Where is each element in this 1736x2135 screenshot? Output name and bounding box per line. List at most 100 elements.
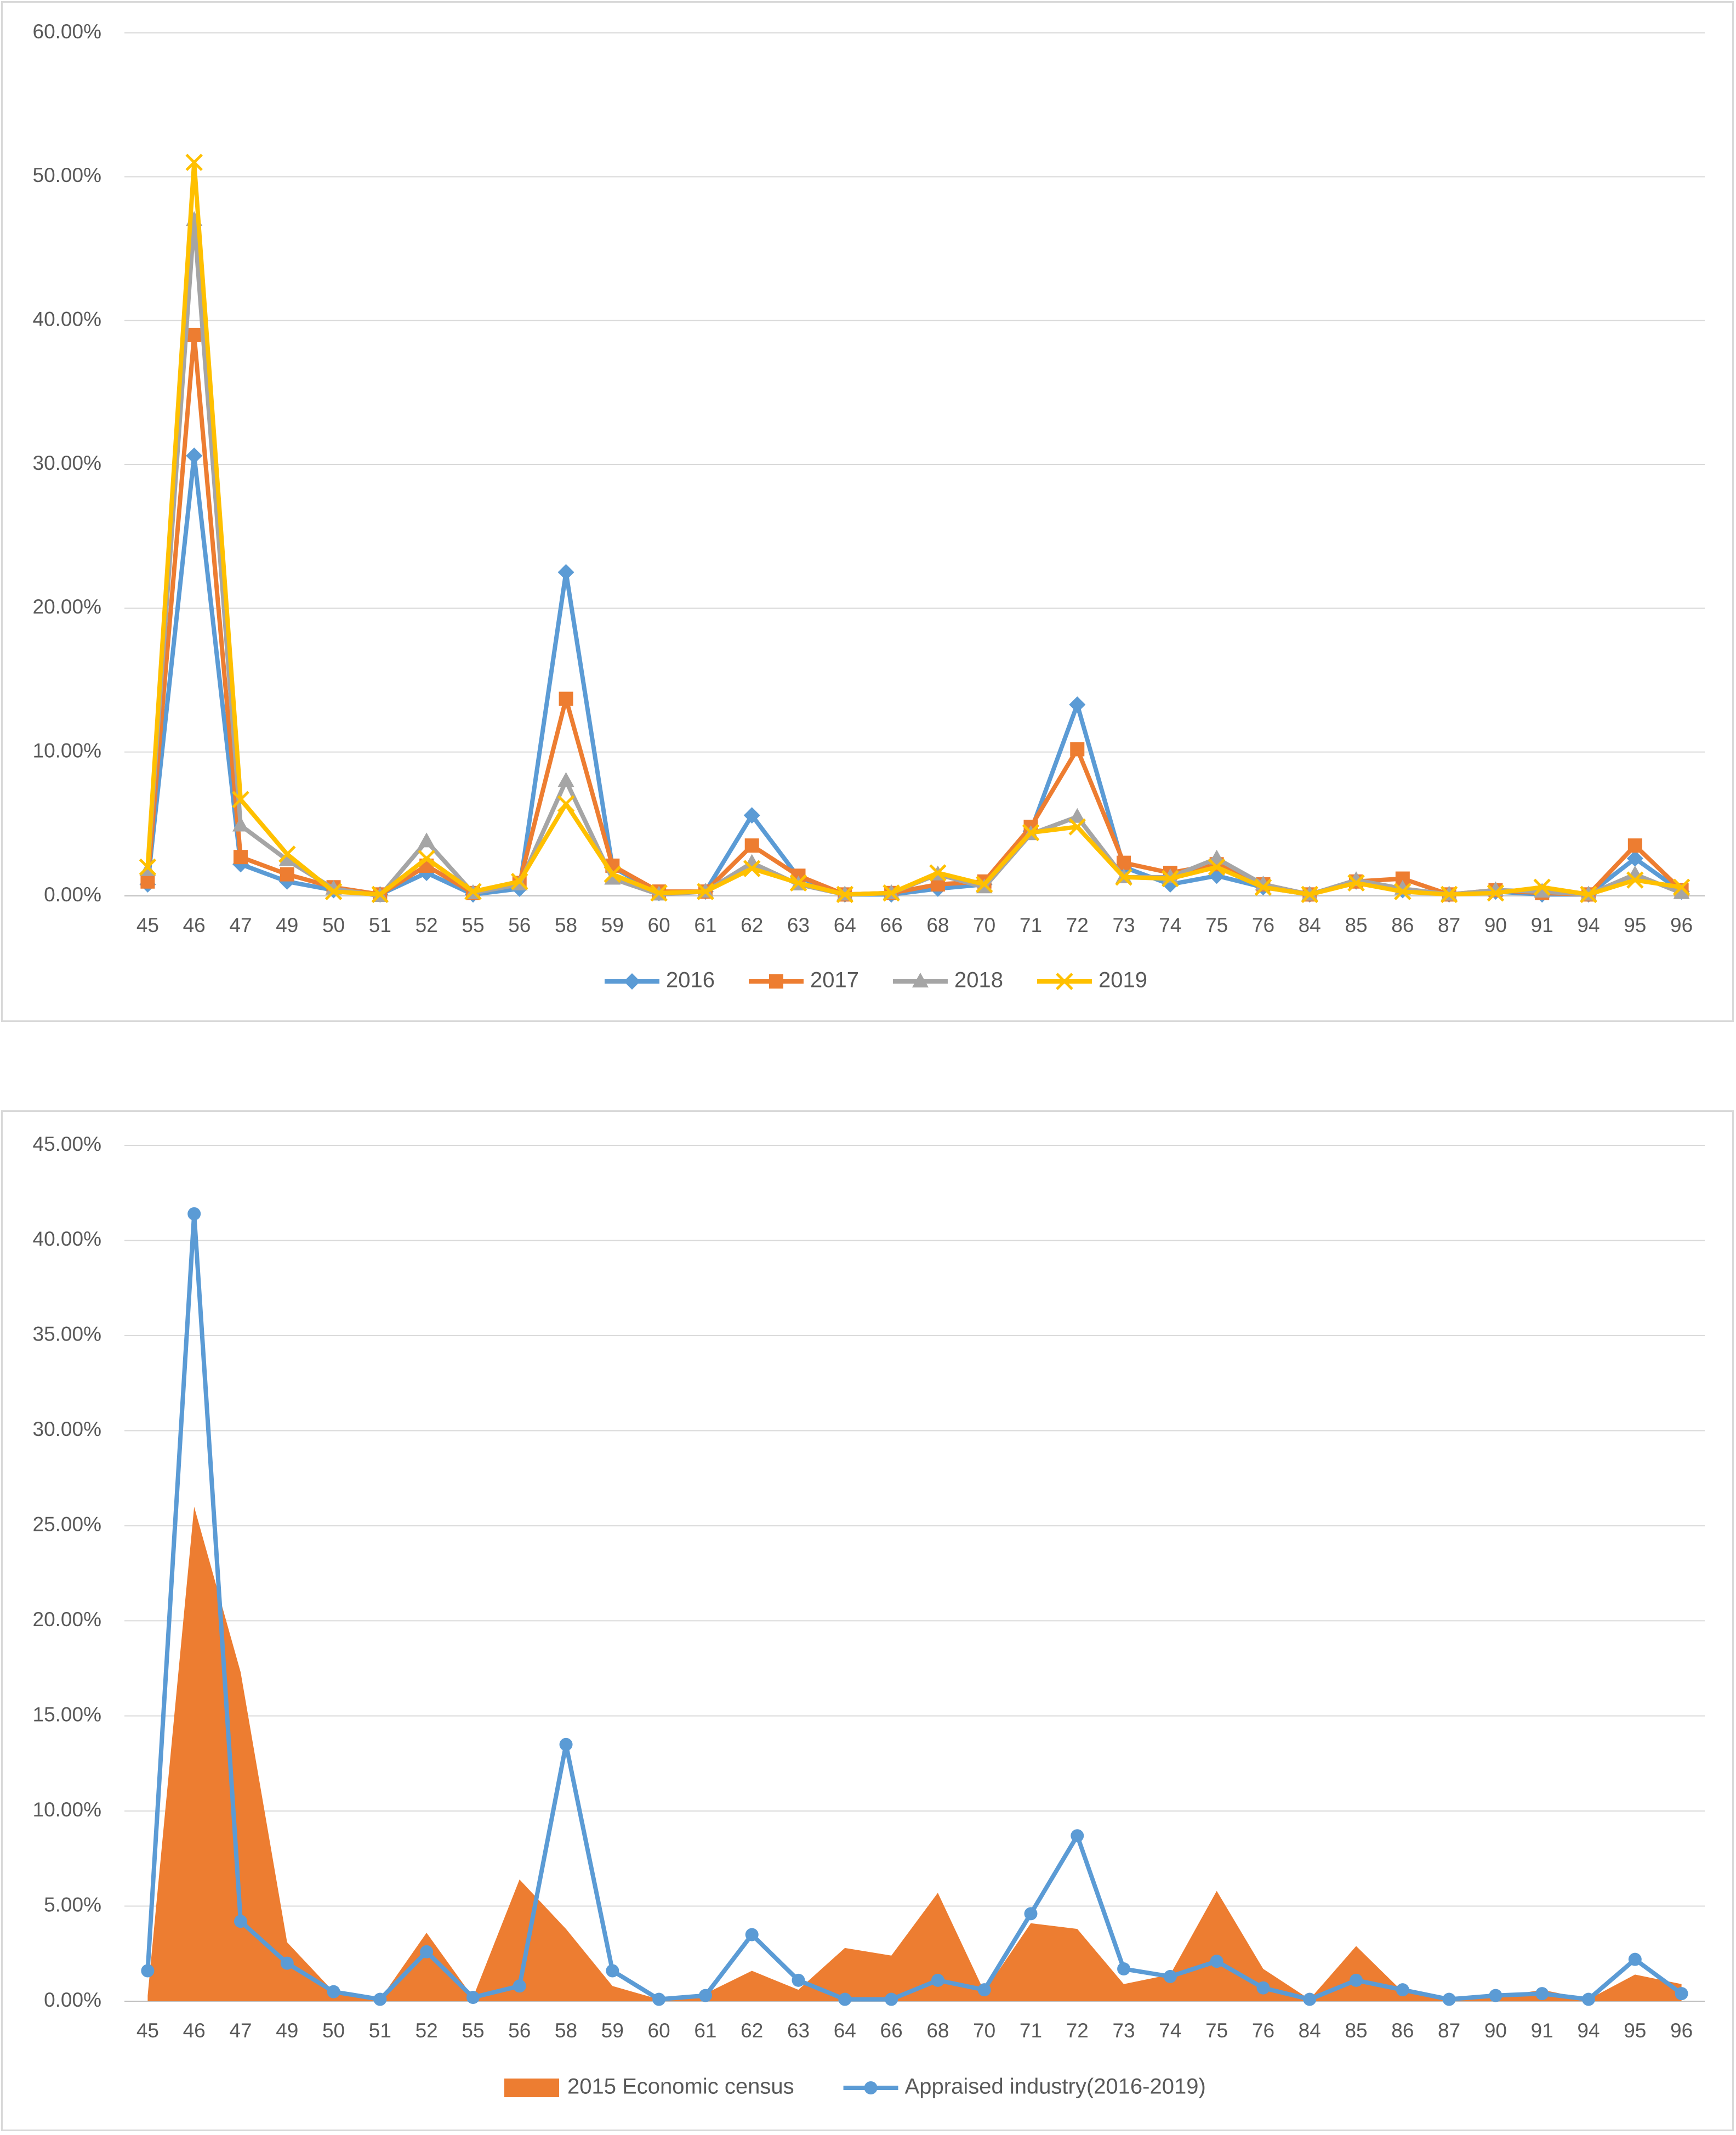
data-point <box>1303 1992 1317 2006</box>
x-tick-label: 91 <box>1531 2019 1553 2042</box>
y-tick-label: 0.00% <box>44 883 101 906</box>
x-tick-label: 85 <box>1345 914 1367 936</box>
data-point <box>373 1992 387 2006</box>
data-point <box>1675 1987 1688 2001</box>
x-tick-label: 71 <box>1020 2019 1042 2042</box>
data-point <box>792 1973 805 1987</box>
x-tick-label: 70 <box>973 2019 995 2042</box>
data-point <box>185 154 203 171</box>
x-tick-label: 84 <box>1299 2019 1321 2042</box>
legend-marker <box>624 973 640 990</box>
data-point <box>278 851 295 866</box>
y-tick-label: 20.00% <box>33 1608 102 1631</box>
gridlines <box>124 1145 1705 2002</box>
x-tick-label: 66 <box>880 2019 903 2042</box>
data-point <box>1626 850 1643 867</box>
data-point <box>325 883 343 900</box>
x-tick-label: 73 <box>1112 914 1135 936</box>
data-point <box>232 816 249 832</box>
data-point <box>1208 858 1226 876</box>
x-tick-label: 61 <box>694 914 716 936</box>
x-tick-label: 95 <box>1624 2019 1646 2042</box>
data-point <box>1069 696 1086 713</box>
x-tick-label: 60 <box>648 914 670 936</box>
series-2015-economic-census <box>147 1507 1682 2001</box>
x-tick-label: 95 <box>1624 914 1646 936</box>
data-point <box>418 832 435 848</box>
legend-label: 2017 <box>810 968 859 992</box>
legend-label: 2019 <box>1098 968 1147 992</box>
x-tick-label: 86 <box>1391 2019 1414 2042</box>
data-point <box>931 1973 944 1987</box>
data-point <box>1442 1992 1456 2006</box>
x-tick-label: 76 <box>1252 2019 1274 2042</box>
x-tick-label: 51 <box>369 914 391 936</box>
x-tick-label: 50 <box>322 2019 345 2042</box>
y-tick-label: 30.00% <box>33 1418 102 1440</box>
x-tick-label: 56 <box>508 2019 531 2042</box>
data-point <box>1535 1987 1549 2001</box>
x-tick-label: 58 <box>555 914 577 936</box>
x-tick-label: 72 <box>1066 2019 1089 2042</box>
data-point <box>464 883 482 900</box>
data-point <box>606 1964 619 1978</box>
data-point <box>1672 878 1691 896</box>
data-point <box>1210 1955 1223 1968</box>
data-point <box>1115 868 1132 886</box>
y-tick-label: 50.00% <box>33 164 102 186</box>
data-point <box>1673 884 1690 899</box>
data-point <box>232 791 249 809</box>
y-tick-label: 40.00% <box>33 1228 102 1250</box>
legend-item: 2017 <box>748 968 859 992</box>
data-point <box>743 807 760 824</box>
data-point <box>187 327 202 342</box>
x-tick-label: 68 <box>926 2019 949 2042</box>
legend-marker <box>912 973 929 987</box>
y-tick-label: 35.00% <box>33 1323 102 1345</box>
data-point <box>418 850 435 867</box>
x-tick-label: 64 <box>834 2019 856 2042</box>
legend-marker <box>1056 973 1073 990</box>
data-point <box>789 874 807 892</box>
data-point <box>743 860 761 877</box>
data-point <box>975 876 993 893</box>
data-point <box>559 691 573 706</box>
data-point <box>1068 818 1086 836</box>
data-point <box>1117 1962 1131 1976</box>
data-point <box>466 1991 480 2005</box>
x-tick-label: 50 <box>322 914 345 936</box>
data-point <box>186 447 203 464</box>
x-tick-label: 45 <box>136 914 159 936</box>
data-point <box>652 1992 666 2006</box>
data-point <box>1487 884 1505 902</box>
x-tick-label: 62 <box>741 914 763 936</box>
data-point <box>141 1964 155 1978</box>
data-point <box>139 858 157 876</box>
data-point <box>280 867 294 882</box>
legend-item: Appraised industry(2016-2019) <box>843 2075 1206 2099</box>
x-tick-label: 58 <box>555 2019 577 2042</box>
y-tick-label: 45.00% <box>33 1133 102 1155</box>
area-fill <box>147 1507 1682 2001</box>
x-tick-label: 60 <box>648 2019 670 2042</box>
legend-label: Appraised industry(2016-2019) <box>905 2075 1206 2099</box>
x-tick-label: 62 <box>741 2019 763 2042</box>
data-point <box>557 564 574 581</box>
data-point <box>233 850 248 865</box>
x-tick-label: 52 <box>415 2019 438 2042</box>
area-line-chart-svg: 0.00% 5.00% 10.00% 15.00% 20.00% 25.00% 30.00%… <box>33 1133 1705 2099</box>
x-tick-label: 94 <box>1577 2019 1600 2042</box>
data-point <box>604 870 621 885</box>
data-point <box>883 884 900 902</box>
data-point <box>1350 1973 1363 1987</box>
x-tick-label: 47 <box>229 2019 252 2042</box>
data-point <box>1628 1952 1642 1966</box>
y-tick-label: 10.00% <box>33 1798 102 1821</box>
y-tick-label: 0.00% <box>44 1989 101 2011</box>
x-tick-label: 74 <box>1159 914 1181 936</box>
x-tick-label: 75 <box>1205 2019 1228 2042</box>
x-tick-label: 45 <box>136 2019 159 2042</box>
legend: 2016 2017 2018 2019 <box>605 968 1147 992</box>
y-tick-label: 20.00% <box>33 595 102 618</box>
x-tick-label: 64 <box>834 914 856 936</box>
